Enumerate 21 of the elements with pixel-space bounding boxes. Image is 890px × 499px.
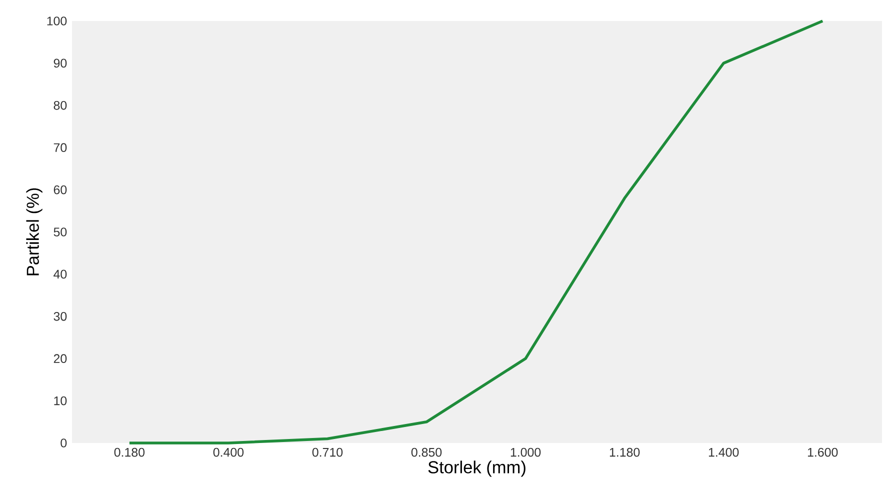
- x-tick-label: 0.400: [213, 448, 244, 457]
- x-tick-label: 0.710: [312, 448, 343, 457]
- x-tick-label: 0.850: [411, 448, 442, 457]
- y-axis-title: Partikel (%): [26, 188, 42, 276]
- y-tick-label: 100: [47, 16, 67, 26]
- y-tick-label: 0: [60, 438, 67, 448]
- y-tick-label: 90: [54, 58, 67, 68]
- x-tick-label: 1.000: [510, 448, 541, 457]
- x-tick-label: 0.180: [114, 448, 145, 457]
- y-tick-label: 20: [54, 354, 67, 364]
- x-tick-label: 1.400: [708, 448, 739, 457]
- x-axis-title: Storlek (mm): [428, 460, 526, 477]
- y-tick-label: 80: [54, 100, 67, 110]
- y-tick-label: 60: [54, 185, 67, 194]
- y-tick-label: 70: [54, 143, 67, 152]
- y-tick-label: 40: [54, 270, 67, 279]
- y-tick-label: 50: [54, 228, 67, 236]
- y-tick-label: 10: [54, 396, 67, 406]
- y-tick-label: 30: [54, 312, 67, 321]
- x-tick-label: 1.600: [808, 448, 838, 457]
- x-tick-label: 1.180: [610, 448, 640, 457]
